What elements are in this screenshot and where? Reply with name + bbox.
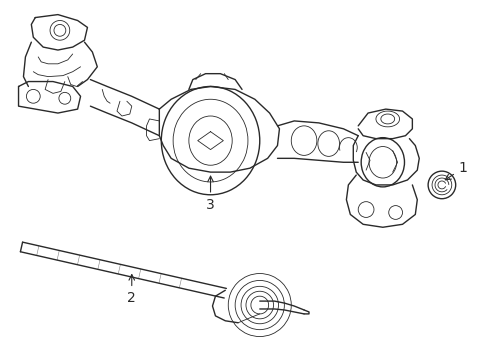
Text: 1: 1 <box>445 161 467 180</box>
Text: 2: 2 <box>127 275 136 305</box>
Text: 3: 3 <box>206 176 214 212</box>
